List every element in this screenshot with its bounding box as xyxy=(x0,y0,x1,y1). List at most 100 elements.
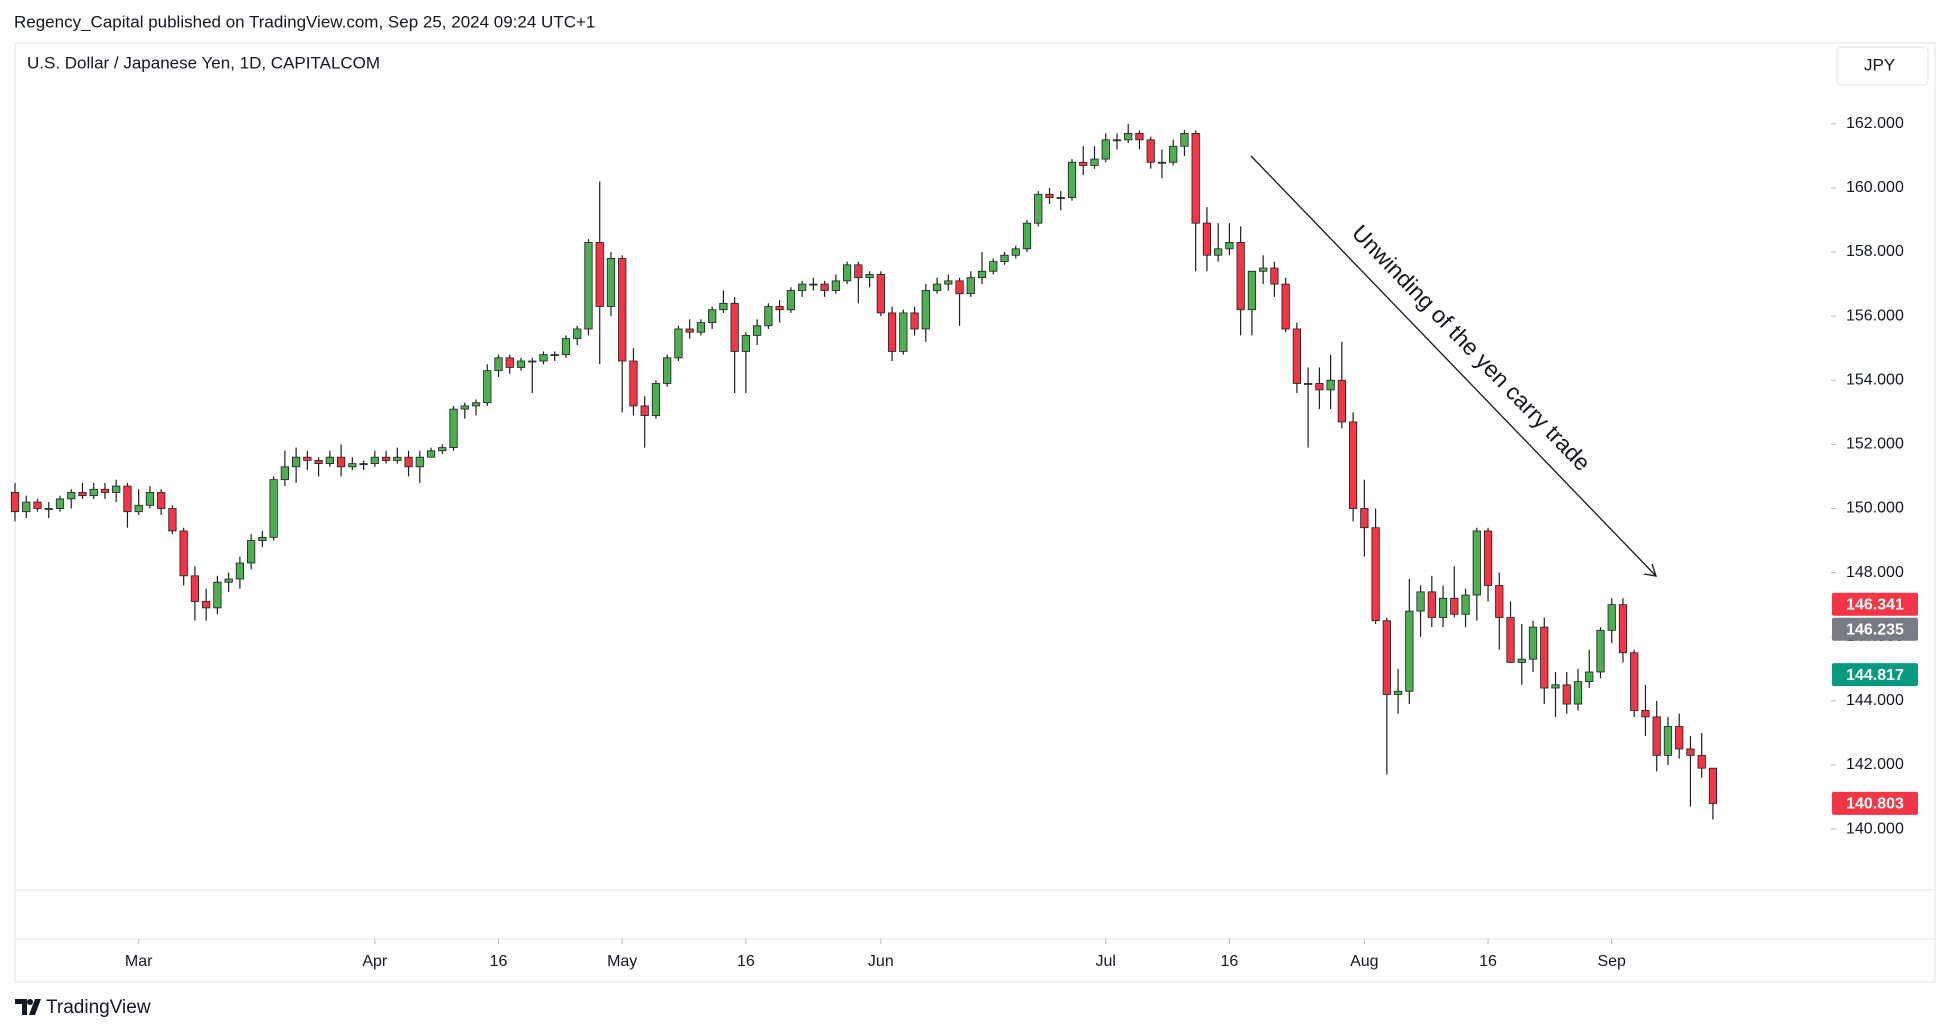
y-tick-label: 158.000 xyxy=(1846,243,1904,260)
candle-body xyxy=(393,456,402,461)
currency-label[interactable]: JPY xyxy=(1864,55,1895,74)
candle-body xyxy=(78,492,87,497)
candle-body xyxy=(168,508,177,532)
candle-body xyxy=(1180,133,1189,147)
candle-body xyxy=(899,312,908,352)
candle-body xyxy=(595,242,604,307)
candle-body xyxy=(1607,604,1616,631)
candle-body xyxy=(876,274,885,314)
candle-body xyxy=(1517,658,1526,663)
candle-body xyxy=(1259,267,1268,272)
candle-body xyxy=(1225,242,1234,250)
candle-body xyxy=(123,485,132,513)
candle-body xyxy=(449,408,458,448)
candle-body xyxy=(112,485,121,493)
candle-body xyxy=(1202,222,1212,256)
candle-body xyxy=(1011,248,1020,256)
candle-body xyxy=(67,492,76,500)
candle-body xyxy=(1079,161,1088,166)
candle-body xyxy=(1247,270,1257,311)
candle-body xyxy=(1067,161,1077,198)
candle-body xyxy=(190,575,200,602)
candle-body xyxy=(651,383,661,416)
candle-body xyxy=(966,277,975,295)
x-tick-label: 16 xyxy=(737,953,755,970)
candle-body xyxy=(1270,267,1279,285)
y-tick-label: 154.000 xyxy=(1846,371,1904,388)
candle-body xyxy=(1652,716,1661,756)
candle-body xyxy=(1034,193,1043,224)
candle-body xyxy=(1124,133,1133,141)
candle-body xyxy=(460,405,469,410)
candle-body xyxy=(280,466,289,481)
candle-body xyxy=(1393,690,1403,695)
candle-body xyxy=(516,360,526,368)
candle-body xyxy=(1416,591,1425,612)
candle-body xyxy=(1214,248,1223,256)
candle-body xyxy=(1697,754,1706,769)
candle-body xyxy=(247,540,256,564)
candle-body xyxy=(618,258,627,362)
currency-button[interactable] xyxy=(1836,46,1929,86)
candle-body xyxy=(1528,626,1538,660)
candle-body xyxy=(303,456,312,461)
candle-body xyxy=(1146,139,1155,163)
candle-body xyxy=(685,328,694,333)
x-tick-label: Jun xyxy=(868,953,894,970)
candle-body xyxy=(573,328,582,339)
y-tick-label: 150.000 xyxy=(1846,500,1904,517)
candle-body xyxy=(1573,681,1583,705)
candle-body xyxy=(269,479,278,538)
publish-info: Regency_Capital published on TradingView… xyxy=(14,12,595,31)
candle-body xyxy=(1483,530,1493,586)
candle-body xyxy=(415,456,424,468)
price-label-box xyxy=(1832,663,1918,687)
candle-body xyxy=(55,498,65,509)
candle-body xyxy=(202,601,211,609)
candle-body xyxy=(89,488,98,497)
candle-body xyxy=(989,261,998,272)
candle-body xyxy=(1450,597,1459,615)
candle-body xyxy=(1382,620,1391,695)
y-tick-label: 152.000 xyxy=(1846,436,1904,453)
candle-body xyxy=(1337,379,1346,423)
candle-body xyxy=(1304,383,1313,385)
candle-body xyxy=(887,312,897,352)
candle-body xyxy=(1641,710,1650,718)
y-tick-label: 148.000 xyxy=(1846,564,1904,581)
candle-body xyxy=(1000,254,1009,263)
candle-body xyxy=(584,242,593,330)
candle-body xyxy=(663,357,672,384)
candle-body xyxy=(1596,629,1605,673)
candle-body xyxy=(235,562,245,580)
candle-body xyxy=(539,354,548,362)
candle-body xyxy=(798,283,807,291)
candles xyxy=(10,123,1718,820)
candle-body xyxy=(494,357,503,372)
candle-body xyxy=(292,456,301,468)
candle-body xyxy=(1101,139,1110,160)
candle-body xyxy=(640,405,649,416)
candle-body xyxy=(1348,421,1358,509)
candle-body xyxy=(1292,328,1301,384)
candle-body xyxy=(314,460,323,465)
price-label: 146.341 xyxy=(1846,596,1904,613)
candle-body xyxy=(1056,197,1065,199)
candle-body xyxy=(719,302,728,311)
candle-body xyxy=(224,578,233,583)
y-tick-label: 142.000 xyxy=(1846,756,1904,773)
x-tick-label: Aug xyxy=(1350,953,1378,970)
candle-body xyxy=(820,283,829,291)
annotation: Unwinding of the yen carry trade xyxy=(1347,220,1596,476)
candle-body xyxy=(708,309,717,323)
price-label: 140.803 xyxy=(1846,796,1904,813)
candle-body xyxy=(1686,748,1695,756)
logo-dot xyxy=(27,999,33,1005)
y-tick-label: 140.000 xyxy=(1846,820,1904,837)
candle-body xyxy=(381,456,391,461)
price-label-box xyxy=(1832,791,1918,815)
candle-body xyxy=(157,492,166,509)
x-tick-label: 16 xyxy=(490,953,508,970)
candle-body xyxy=(629,360,638,407)
candle-body xyxy=(1427,591,1436,618)
